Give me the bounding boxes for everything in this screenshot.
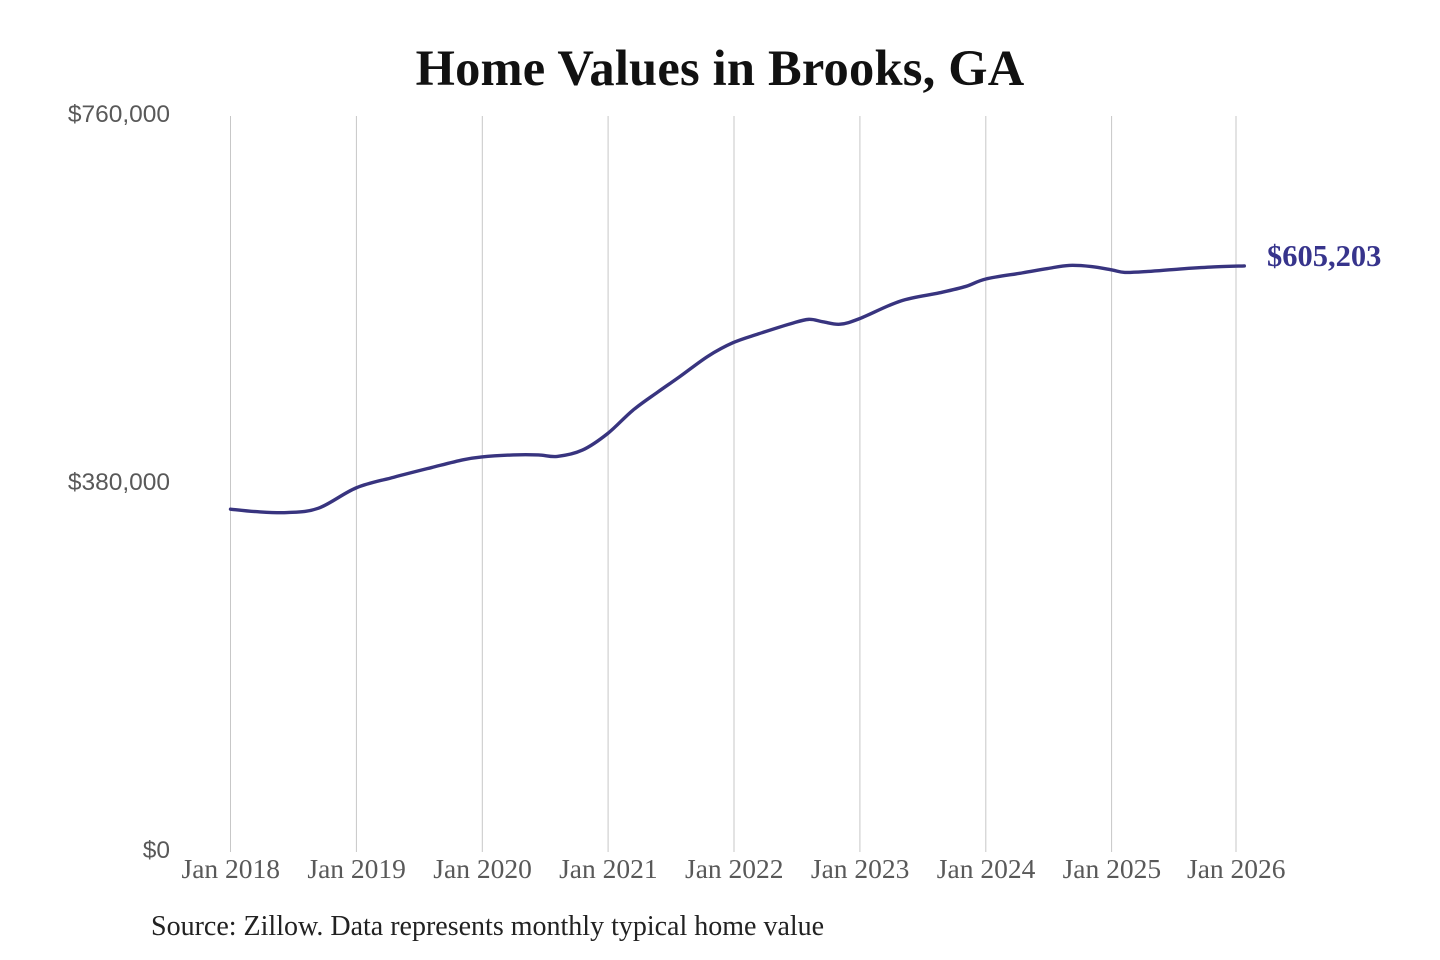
svg-text:Jan 2022: Jan 2022 (685, 853, 784, 884)
svg-text:Jan 2021: Jan 2021 (559, 853, 658, 884)
svg-text:Jan 2025: Jan 2025 (1063, 853, 1162, 884)
svg-text:$0: $0 (143, 837, 170, 864)
svg-text:Jan 2018: Jan 2018 (182, 853, 281, 884)
svg-text:$760,000: $760,000 (68, 101, 170, 128)
svg-text:$605,203: $605,203 (1267, 239, 1381, 273)
svg-text:Jan 2020: Jan 2020 (433, 853, 532, 884)
svg-text:Jan 2024: Jan 2024 (937, 853, 1036, 884)
svg-text:Jan 2023: Jan 2023 (811, 853, 910, 884)
svg-text:Jan 2026: Jan 2026 (1187, 853, 1286, 884)
svg-text:$380,000: $380,000 (68, 469, 170, 496)
svg-text:Jan 2019: Jan 2019 (307, 853, 406, 884)
